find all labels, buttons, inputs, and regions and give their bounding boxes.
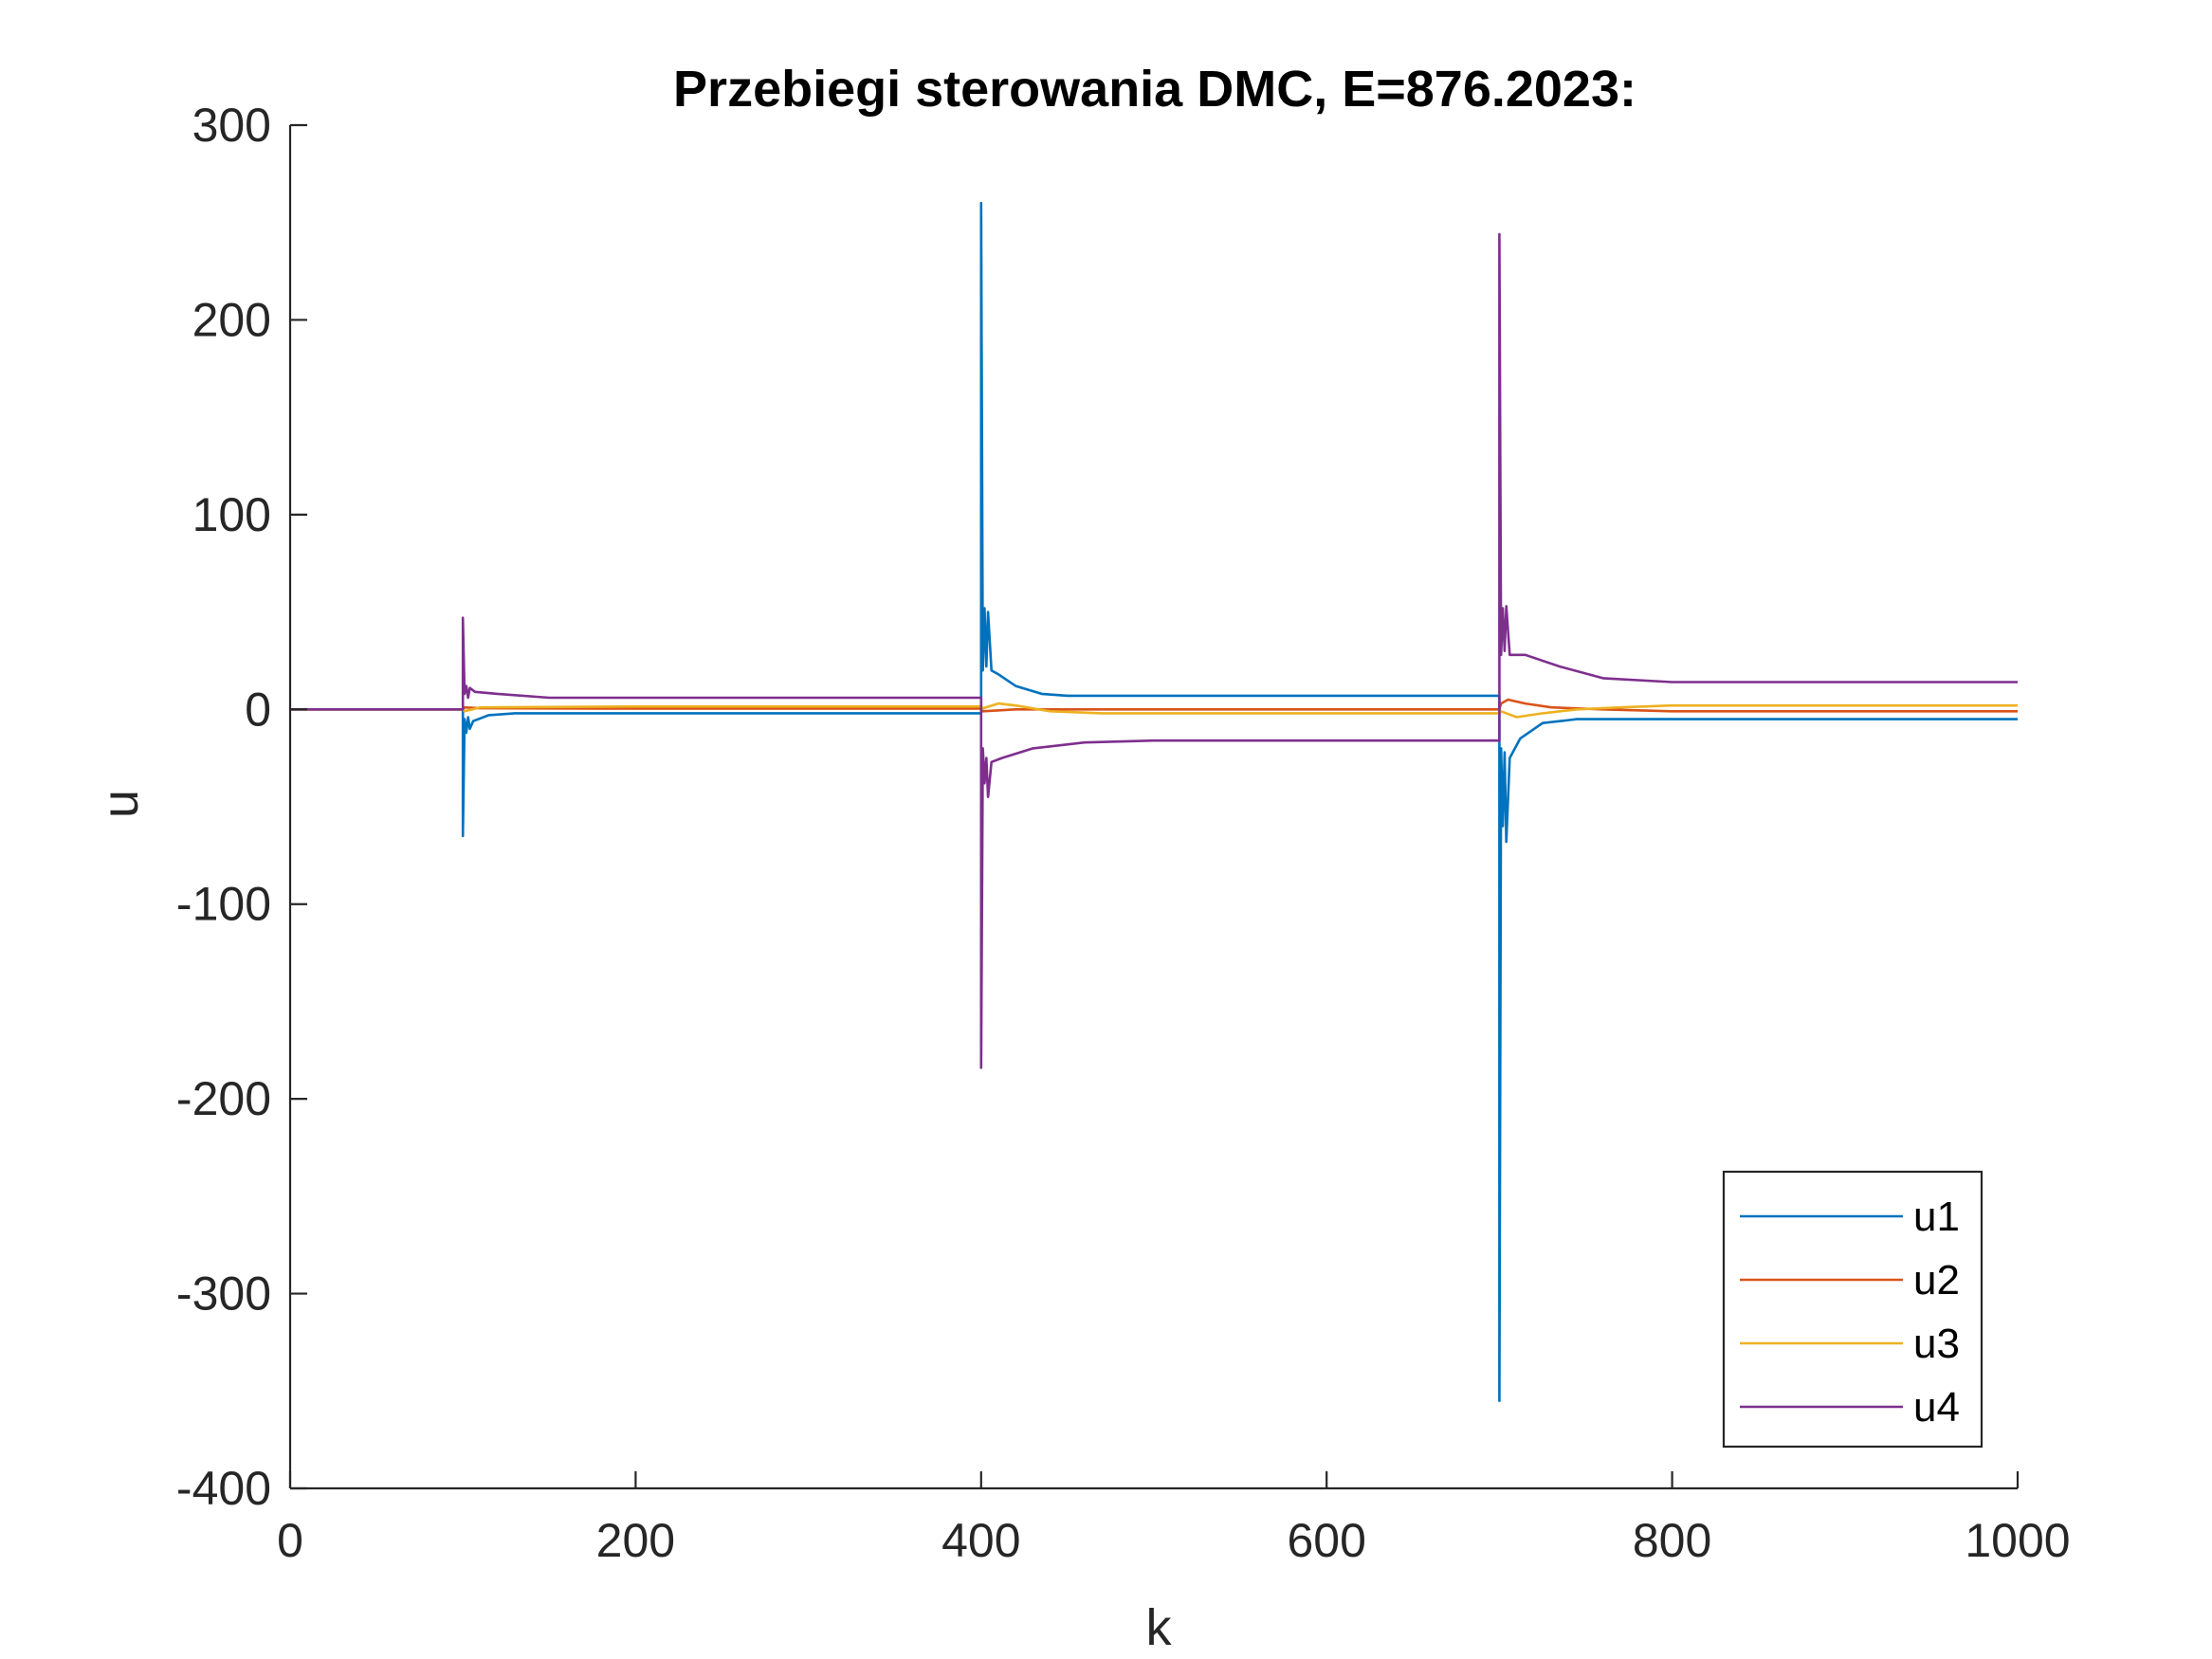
- legend: u1 u2 u3 u4: [1722, 1170, 1983, 1449]
- legend-label-u2: u2: [1913, 1257, 1960, 1304]
- legend-label-u1: u1: [1913, 1194, 1960, 1240]
- legend-label-u4: u4: [1913, 1384, 1960, 1431]
- y-tick-label: -200: [176, 1072, 271, 1125]
- y-tick-label: 0: [245, 683, 271, 736]
- x-tick-label: 0: [277, 1514, 303, 1567]
- x-tick-label: 200: [596, 1514, 675, 1567]
- legend-box: [1722, 1170, 1983, 1449]
- axes: [288, 125, 2018, 1490]
- y-tick-label: 300: [192, 99, 271, 152]
- x-tick-label: 600: [1287, 1514, 1365, 1567]
- x-tick-label: 1000: [1965, 1514, 2070, 1567]
- series-line-u4: [290, 232, 2018, 1069]
- y-axis-label: u: [92, 790, 149, 818]
- y-tick-label: 200: [192, 293, 271, 346]
- plot-area: [290, 201, 2018, 1402]
- x-tick-label: 400: [941, 1514, 1020, 1567]
- chart-title: Przebiegi sterowania DMC, E=876.2023:: [673, 61, 1636, 118]
- ticks: 0 200 400 600 800 1000 -400 -300 -200 -100 0 100 200…: [176, 99, 2071, 1567]
- legend-label-u3: u3: [1913, 1321, 1960, 1367]
- y-tick-label: -400: [176, 1462, 271, 1515]
- y-tick-label: -100: [176, 878, 271, 931]
- series-line-u1: [290, 201, 2018, 1402]
- y-tick-label: -300: [176, 1267, 271, 1321]
- x-tick-label: 800: [1633, 1514, 1711, 1567]
- series-line-u3: [290, 702, 2018, 719]
- x-axis-label: k: [1146, 1599, 1173, 1656]
- y-tick-label: 100: [192, 488, 271, 541]
